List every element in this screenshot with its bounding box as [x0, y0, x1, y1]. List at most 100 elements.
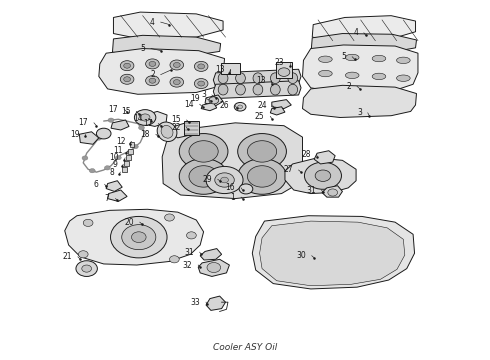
- Circle shape: [170, 256, 179, 263]
- Text: 33: 33: [191, 298, 200, 307]
- Text: 28: 28: [301, 150, 311, 159]
- Polygon shape: [114, 12, 223, 39]
- Polygon shape: [260, 221, 405, 286]
- Circle shape: [78, 251, 88, 258]
- Ellipse shape: [396, 75, 410, 81]
- Text: 8: 8: [110, 168, 115, 177]
- Polygon shape: [113, 35, 220, 58]
- Circle shape: [215, 173, 234, 187]
- Text: 5: 5: [140, 44, 145, 53]
- Bar: [276, 62, 292, 78]
- Circle shape: [120, 74, 134, 84]
- Ellipse shape: [161, 125, 173, 138]
- Circle shape: [179, 134, 228, 169]
- Circle shape: [238, 134, 287, 169]
- Bar: [122, 167, 126, 172]
- Text: 23: 23: [274, 58, 284, 67]
- Polygon shape: [198, 259, 229, 276]
- Polygon shape: [213, 81, 301, 99]
- Circle shape: [83, 219, 93, 226]
- Text: Cooler ASY Oil: Cooler ASY Oil: [213, 343, 277, 352]
- Polygon shape: [272, 100, 291, 109]
- Text: 31: 31: [184, 248, 194, 257]
- Circle shape: [139, 126, 145, 130]
- Ellipse shape: [236, 73, 245, 84]
- Circle shape: [111, 216, 167, 258]
- Polygon shape: [311, 33, 416, 55]
- Text: 24: 24: [257, 101, 267, 110]
- Circle shape: [165, 214, 174, 221]
- Circle shape: [122, 225, 156, 249]
- Circle shape: [173, 63, 180, 67]
- Circle shape: [104, 166, 110, 170]
- Circle shape: [123, 63, 130, 68]
- Text: 17: 17: [143, 119, 152, 128]
- Text: 2: 2: [346, 82, 351, 91]
- Text: 18: 18: [141, 130, 150, 139]
- Text: 31: 31: [306, 185, 316, 194]
- Text: 2: 2: [150, 70, 155, 79]
- Ellipse shape: [372, 55, 386, 62]
- Ellipse shape: [288, 73, 297, 84]
- Circle shape: [209, 97, 219, 104]
- Circle shape: [189, 166, 218, 187]
- Ellipse shape: [218, 84, 228, 95]
- Circle shape: [238, 105, 243, 109]
- Circle shape: [131, 232, 146, 243]
- Bar: [184, 121, 199, 135]
- Text: 19: 19: [70, 130, 79, 139]
- Circle shape: [96, 136, 102, 140]
- Ellipse shape: [253, 84, 263, 95]
- Text: 27: 27: [283, 166, 293, 175]
- Text: 25: 25: [255, 112, 265, 121]
- Bar: [123, 161, 128, 166]
- Circle shape: [220, 177, 228, 183]
- Text: 13: 13: [256, 76, 266, 85]
- Polygon shape: [65, 209, 203, 265]
- Circle shape: [82, 156, 88, 160]
- Polygon shape: [171, 123, 192, 138]
- Circle shape: [195, 62, 208, 71]
- Circle shape: [198, 81, 204, 86]
- Circle shape: [315, 170, 331, 181]
- Circle shape: [108, 118, 114, 122]
- Circle shape: [278, 68, 290, 76]
- Polygon shape: [142, 111, 167, 126]
- Text: 5: 5: [342, 52, 346, 61]
- Text: 22: 22: [171, 123, 181, 132]
- Polygon shape: [302, 45, 418, 93]
- Circle shape: [97, 128, 111, 139]
- Circle shape: [238, 158, 287, 194]
- Circle shape: [116, 156, 121, 160]
- Bar: [221, 63, 240, 74]
- Text: 16: 16: [225, 183, 235, 192]
- Text: 10: 10: [110, 153, 119, 162]
- Polygon shape: [79, 132, 99, 144]
- Polygon shape: [108, 190, 127, 202]
- Circle shape: [89, 168, 95, 173]
- Circle shape: [234, 103, 246, 111]
- Ellipse shape: [288, 84, 297, 95]
- Circle shape: [198, 64, 204, 69]
- Circle shape: [140, 114, 150, 121]
- Text: 14: 14: [184, 100, 194, 109]
- Polygon shape: [200, 249, 221, 260]
- Text: 7: 7: [105, 194, 110, 203]
- Ellipse shape: [270, 73, 280, 84]
- Bar: [129, 142, 134, 147]
- Circle shape: [76, 261, 98, 276]
- Text: 20: 20: [124, 218, 134, 227]
- Polygon shape: [206, 296, 225, 310]
- Ellipse shape: [372, 73, 386, 80]
- Circle shape: [328, 189, 338, 196]
- Text: 3: 3: [201, 90, 206, 99]
- Text: 17: 17: [78, 118, 88, 127]
- Polygon shape: [312, 16, 416, 42]
- Circle shape: [149, 62, 156, 66]
- Polygon shape: [270, 107, 285, 115]
- Text: 1: 1: [230, 193, 235, 202]
- Polygon shape: [322, 186, 343, 197]
- Polygon shape: [252, 216, 415, 289]
- Text: 29: 29: [202, 175, 212, 184]
- Ellipse shape: [318, 70, 332, 77]
